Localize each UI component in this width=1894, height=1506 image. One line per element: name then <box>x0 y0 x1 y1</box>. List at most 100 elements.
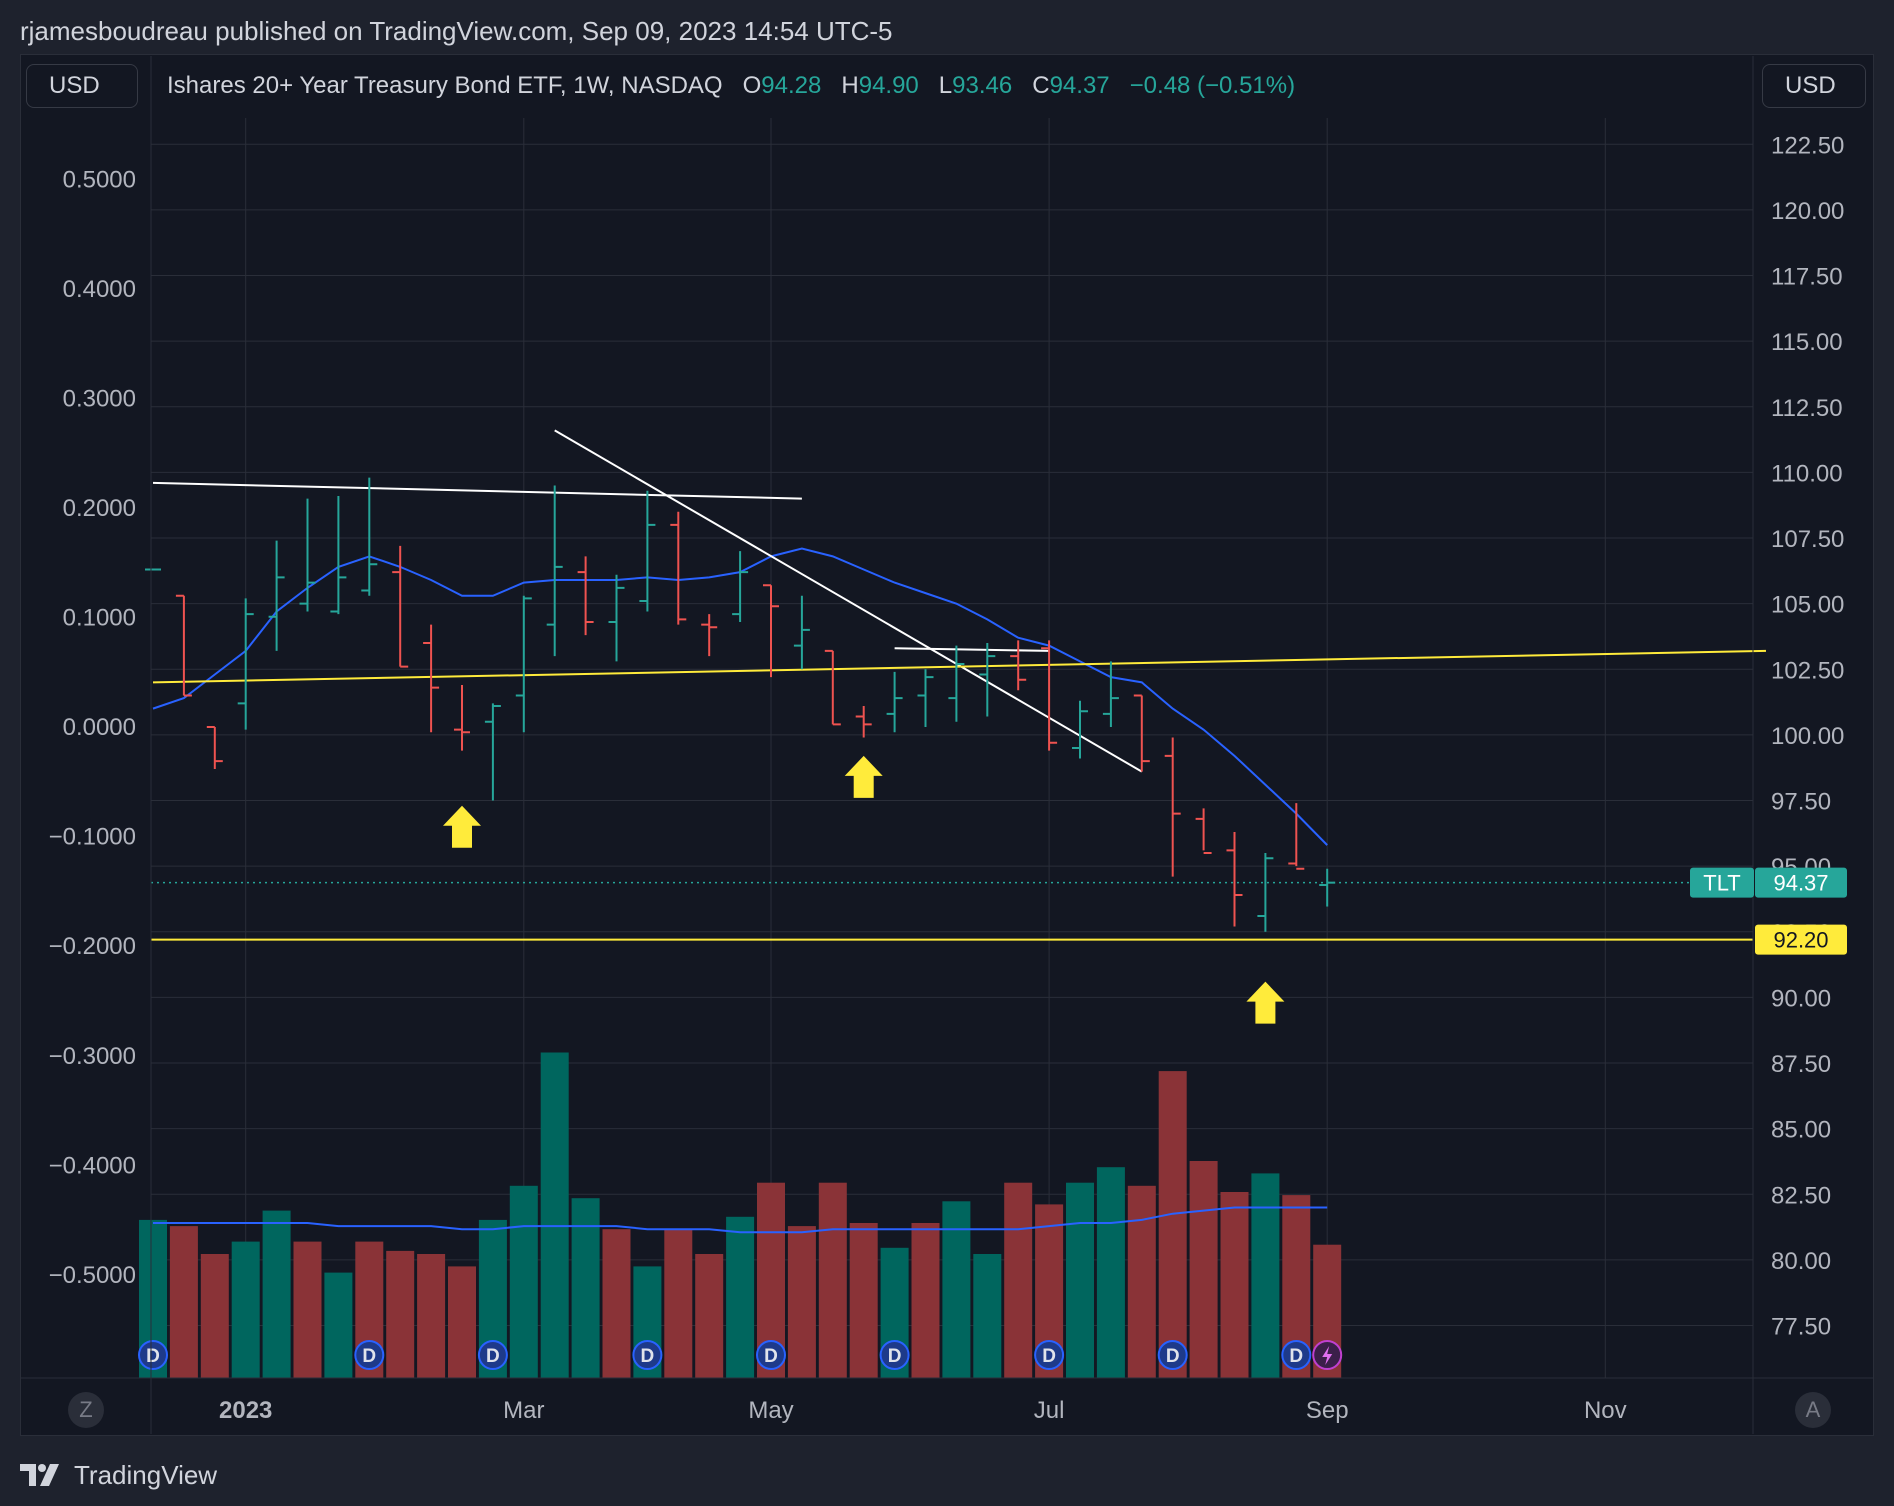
dividend-marker-icon: D <box>1034 1340 1065 1370</box>
dividend-marker-icon: D <box>1281 1340 1312 1370</box>
right-axis-tick: 85.00 <box>1771 1117 1831 1144</box>
up-arrow-icon <box>443 805 481 848</box>
legend-change: −0.48 (−0.51%) <box>1129 72 1296 99</box>
dividend-marker-letter: D <box>1166 1346 1180 1367</box>
ohlc-bar <box>763 584 779 678</box>
volume-bar <box>509 1185 538 1378</box>
volume-bar <box>448 1266 476 1378</box>
ohlc-bar <box>577 556 594 636</box>
left-axis-tick: 0.4000 <box>63 276 136 303</box>
right-axis-tick: 117.50 <box>1771 264 1843 291</box>
volume-bar <box>386 1250 415 1378</box>
ohlc-bar <box>515 595 532 733</box>
lightning-icon <box>1322 1346 1333 1365</box>
trend-line <box>554 429 1143 773</box>
dividend-marker-letter: D <box>362 1346 376 1367</box>
grid <box>151 118 1753 1378</box>
volume-bar <box>942 1201 971 1378</box>
level-badge-text: 92.20 <box>1773 928 1828 953</box>
right-axis-tick: 90.00 <box>1771 985 1831 1012</box>
ohlc-bar <box>1195 808 1212 854</box>
right-axis-tick: 107.50 <box>1771 526 1844 553</box>
legend-open-label: O <box>742 72 762 99</box>
ohlc-bar <box>1072 700 1088 759</box>
trend-line <box>894 647 1050 652</box>
legend-low-label: L <box>938 72 953 99</box>
x-axis-tick: Mar <box>503 1397 544 1424</box>
dividend-marker-circle <box>1157 1340 1188 1370</box>
volume-bar <box>262 1210 291 1378</box>
right-axis-tick: 80.00 <box>1771 1248 1831 1275</box>
volume-bar <box>540 1052 569 1378</box>
volume-bar <box>231 1241 260 1378</box>
dividend-marker-circle <box>632 1340 663 1370</box>
volume-bar <box>602 1229 631 1378</box>
left-axis-tick: −0.1000 <box>49 824 136 851</box>
x-axis-tick: 2023 <box>219 1397 272 1424</box>
volume-bar <box>1127 1185 1156 1378</box>
symbol-badge-bg <box>1690 867 1754 898</box>
ohlc-bar <box>670 511 687 625</box>
price-bars <box>145 477 1336 932</box>
volume-bar <box>973 1254 1002 1378</box>
axes: 122.50 120.00 117.50 115.00 112.50 110.00 107.… <box>20 56 1874 1434</box>
left-axis-tick: −0.5000 <box>49 1262 136 1289</box>
last-price-badge-bg <box>1755 867 1847 898</box>
dividend-marker-circle <box>879 1340 910 1370</box>
x-axis-tick: May <box>748 1397 793 1424</box>
volume-bar <box>1189 1161 1218 1378</box>
volume-bar <box>695 1254 724 1378</box>
ohlc-bar <box>1133 694 1150 772</box>
dividend-marker-icon: D <box>879 1340 910 1370</box>
ohlc-bar <box>1319 868 1336 907</box>
legend-open-value: 94.28 <box>761 72 822 99</box>
ohlc-bar <box>1041 640 1058 751</box>
left-axis-tick: 0.2000 <box>63 495 136 522</box>
ohlc-bar <box>175 594 192 697</box>
ohlc-bar <box>917 669 934 727</box>
ohlc-bar <box>330 496 347 615</box>
time-zone-button[interactable]: Z <box>68 1392 104 1428</box>
left-axis-tick: 0.1000 <box>63 605 136 632</box>
x-axis-tick: Sep <box>1306 1397 1349 1424</box>
ohlc-bar <box>1102 661 1119 727</box>
ohlc-bar <box>824 649 841 726</box>
legend-high-value: 94.90 <box>858 72 919 99</box>
right-currency-button[interactable]: USD <box>1762 64 1866 108</box>
right-axis-tick: 110.00 <box>1771 460 1843 487</box>
dividend-marker-circle <box>1281 1340 1312 1370</box>
dividend-marker-icon: D <box>1157 1340 1188 1370</box>
left-axis-tick: 0.5000 <box>63 166 136 193</box>
dividend-marker-letter: D <box>888 1346 902 1367</box>
right-axis-tick: 97.50 <box>1771 789 1831 816</box>
volume-bar <box>324 1272 353 1378</box>
ohlc-bar <box>979 643 996 717</box>
right-axis-tick: 77.50 <box>1771 1314 1831 1341</box>
dividend-marker-icon: D <box>632 1340 663 1370</box>
auto-scale-button[interactable]: A <box>1795 1392 1831 1428</box>
ohlc-bar <box>484 703 501 801</box>
ohlc-bar <box>1010 640 1027 691</box>
volume-bar <box>1004 1182 1033 1378</box>
dividend-marker-circle <box>477 1340 508 1370</box>
volume-bar <box>787 1226 816 1378</box>
left-axis-tick: −0.4000 <box>49 1152 136 1179</box>
right-axis-tick: 115.00 <box>1771 329 1843 356</box>
ohlc-bar <box>361 477 378 596</box>
ohlc-bar <box>454 685 470 751</box>
right-axis-tick: 100.00 <box>1771 723 1844 750</box>
x-axis-tick: Nov <box>1584 1397 1627 1424</box>
ohlc-bar <box>701 614 718 657</box>
footer-brand: TradingView <box>74 1459 218 1490</box>
ohlc-bar <box>392 545 409 668</box>
left-axis-tick: 0.0000 <box>63 714 136 741</box>
dividend-marker-icon: D <box>477 1340 508 1370</box>
dividend-marker-icon: D <box>354 1340 385 1370</box>
legend-close-label: C <box>1032 72 1050 99</box>
ohlc-bar <box>1257 853 1274 932</box>
dividend-marker-circle <box>354 1340 385 1370</box>
left-axis-tick: −0.2000 <box>49 933 136 960</box>
left-currency-button[interactable]: USD <box>26 64 138 108</box>
